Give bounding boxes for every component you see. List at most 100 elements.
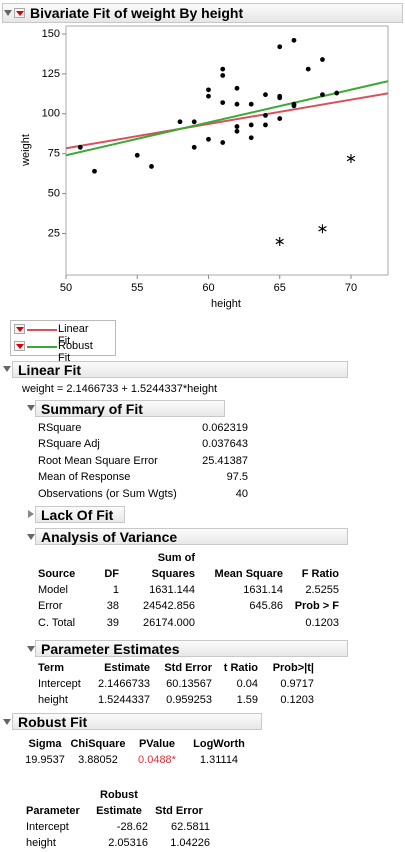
table-cell: 39 [106,616,119,629]
table-cell: 0.062319 [202,421,248,434]
data-point [277,44,283,50]
data-point [320,57,325,62]
data-point [149,164,154,169]
data-point [92,168,97,174]
x-tick-label: 60 [202,282,214,294]
table-cell: 1.5244337 [98,694,150,707]
section-header: Summary of Fit [35,400,225,417]
disclosure-icon[interactable] [3,366,11,372]
disclosure-icon[interactable] [28,510,34,518]
data-point [263,122,268,128]
column-header: Parameter [26,805,80,817]
table-cell: 60.13567 [166,677,212,690]
outlier-point [318,224,327,234]
table-cell: 0.1203 [305,616,339,629]
data-point [77,144,83,150]
section-header: Parameter Estimates [35,640,348,657]
table-cell: 1.04226 [170,837,210,850]
y-tick-label: 25 [48,227,60,239]
table-row: Error 38 24542.856 645.86 Prob > F [38,599,339,616]
parameter-table: Term Estimate Std Error t Ratio Prob>|t| Inte… [38,660,314,709]
x-axis-label: height [211,298,241,310]
fit-line [66,80,388,157]
table-cell: 38 [106,600,119,613]
table-cell: 645.86 [249,600,283,613]
table-row: C. Total 39 26174.000 0.1203 [38,615,339,632]
data-point [191,144,197,150]
table-cell [195,615,283,632]
report-title: Bivariate Fit of weight By height [30,5,244,21]
legend-menu[interactable] [14,341,25,351]
x-tick-label: 55 [131,282,143,294]
table-cell: Error [38,600,63,613]
disclosure-icon[interactable] [27,646,35,652]
legend-box [10,320,116,356]
table-cell: Prob > F [294,600,339,613]
disclosure-icon[interactable] [4,10,12,16]
red-triangle-menu[interactable] [14,8,25,18]
table-cell: 0.9717 [280,677,314,690]
data-point [263,92,268,98]
outlier-point [346,153,356,163]
table-cell: 0.037643 [202,438,248,451]
table-cell: 62.5811 [171,820,210,833]
table-row: Intercept -28.62 62.5811 [26,819,210,836]
header-row: Sigma ChiSquare PValue LogWorth [22,736,252,752]
data-point [248,135,254,141]
table-cell: height [38,694,68,707]
table-cell: Model [38,583,68,596]
data-point [277,95,283,101]
y-tick-label: 75 [48,148,60,160]
data-point [263,112,268,118]
section-header: Linear Fit [12,361,348,378]
section-header: Lack Of Fit [35,506,125,523]
column-header: Source [38,568,76,580]
x-tick-label: 50 [60,282,72,294]
table-cell: 0.1203 [280,694,314,707]
column-header: DF [104,568,119,580]
data-point [191,119,197,125]
table-row: RSquare Adj 0.037643 [38,437,248,454]
table-cell: 97.5 [226,471,248,484]
table-cell: 0.959253 [166,694,212,707]
data-point [234,124,240,129]
table-cell: RSquare Adj [38,438,100,451]
column-header: F Ratio [301,568,339,580]
column-header: Std Error [155,805,203,817]
data-point [206,136,211,142]
table-row: Mean of Response 97.5 [38,470,248,487]
table-cell: 2.05316 [108,837,148,850]
legend-label: Linear Fit [58,323,89,347]
disclosure-icon[interactable] [27,534,35,540]
table-cell: -28.62 [116,820,148,833]
column-header: Mean Square [214,568,283,580]
data-point [220,100,226,106]
data-point [291,103,297,109]
column-header: Sigma [28,738,62,750]
table-cell: Intercept [38,677,81,690]
y-tick-label: 100 [42,108,60,120]
fit-lines [66,80,388,157]
table-row: Model 1 1631.144 1631.14 2.5255 [38,582,339,599]
table-cell: RSquare [38,421,82,434]
table-cell: 19.9537 [25,753,65,766]
chart: height weight 50 55 60 65 70 25 50 75 100 125 150 [20,25,389,310]
disclosure-icon[interactable] [3,719,11,725]
disclosure-icon[interactable] [27,405,35,411]
table-cell: 40 [235,487,248,500]
fit-line [66,92,388,150]
summary-table: RSquare 0.062319 RSquare Adj 0.037643 Root M… [38,420,248,503]
section-header: Analysis of Variance [35,528,348,545]
data-point [248,122,254,128]
legend-menu[interactable] [14,324,25,334]
table-row: height 2.05316 1.04226 [26,836,210,852]
fit-equation: weight = 2.1466733 + 1.5244337*height [22,383,218,395]
table-row: RSquare 0.062319 [38,420,248,437]
data-point [234,101,240,107]
table-row: Root Mean Square Error 25.41387 [38,453,248,470]
table-cell: 24542.856 [143,600,195,613]
table-cell: 1.31114 [199,753,239,766]
header-row: Term Estimate Std Error t Ratio Prob>|t| [38,660,314,676]
column-header: t Ratio [223,662,258,674]
